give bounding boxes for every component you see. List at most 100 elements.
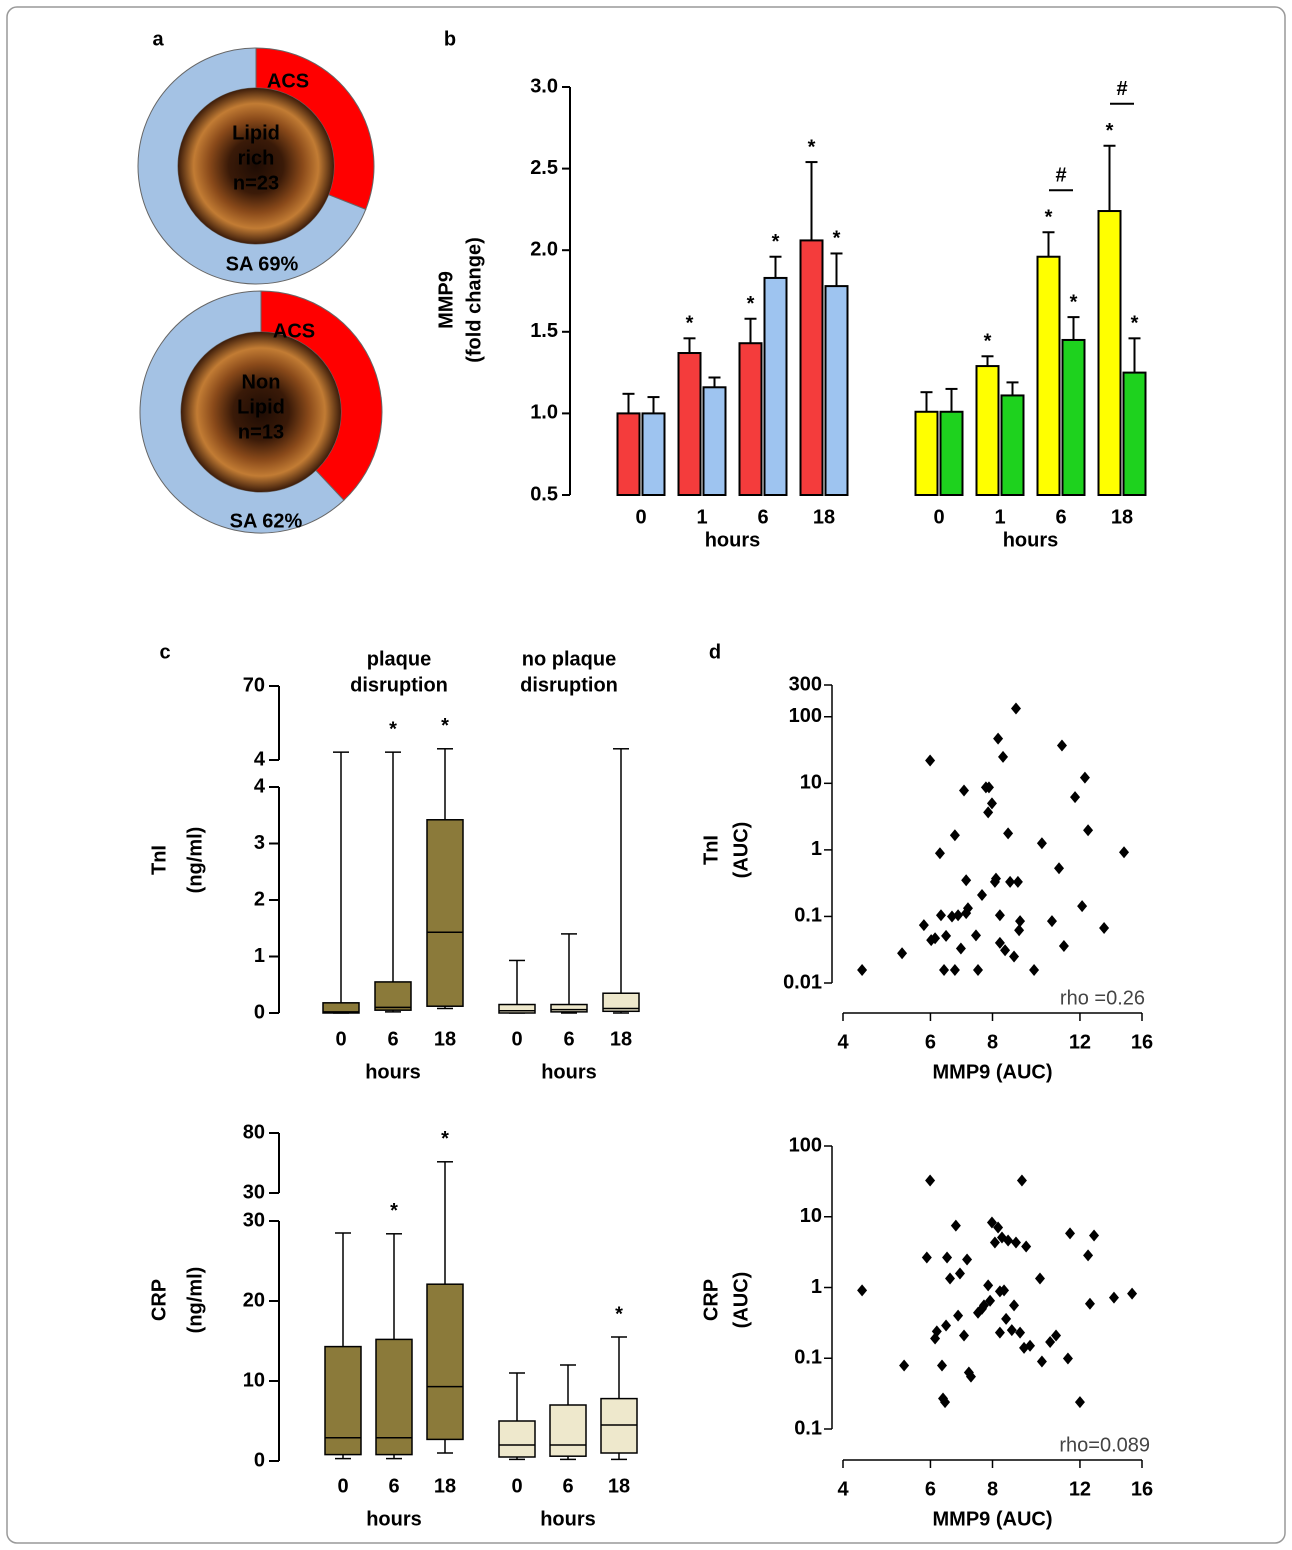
x-tick-label: 1 — [696, 506, 707, 528]
center-label: Lipid — [237, 396, 285, 418]
bar — [765, 278, 787, 495]
bracket-label: # — [1055, 165, 1066, 187]
center-label: Non — [242, 371, 281, 393]
x-tick-label: 6 — [562, 1475, 573, 1497]
bracket-label: # — [1116, 78, 1127, 100]
center-label: n=23 — [233, 172, 279, 194]
group-title: disruption — [520, 674, 618, 696]
x-tick-label: 18 — [608, 1475, 630, 1497]
significance-star: * — [441, 1128, 449, 1150]
bar — [1063, 340, 1085, 495]
bar — [916, 412, 938, 495]
y-tick-label: 2.5 — [530, 157, 558, 179]
y-tick-label: 0.1 — [794, 1347, 822, 1369]
x-axis-label: MMP9 (AUC) — [933, 1508, 1053, 1530]
segment-label: ACS — [273, 320, 315, 342]
x-tick-label: 8 — [987, 1031, 998, 1053]
segment-label: SA 69% — [226, 253, 299, 275]
x-tick-label: 12 — [1069, 1031, 1091, 1053]
significance-star: * — [772, 231, 780, 253]
y-tick-label: 0.5 — [530, 483, 558, 505]
x-tick-label: 1 — [994, 506, 1005, 528]
y-tick-label: 0.1 — [794, 1417, 822, 1439]
box — [551, 1005, 587, 1012]
x-tick-label: 16 — [1131, 1478, 1153, 1500]
x-tick-label: 18 — [610, 1028, 632, 1050]
panel-label: d — [709, 641, 721, 663]
bar — [1124, 373, 1146, 495]
center-label: Lipid — [232, 122, 280, 144]
x-tick-label: 0 — [511, 1028, 522, 1050]
y-axis-label: (ng/ml) — [184, 827, 206, 894]
bar — [941, 412, 963, 495]
x-axis-label: hours — [366, 1508, 422, 1530]
annotation: rho=0.089 — [1059, 1434, 1150, 1456]
y-tick-label: 4 — [254, 748, 266, 770]
segment-label: SA 62% — [230, 510, 303, 532]
bar — [977, 366, 999, 495]
x-tick-label: 0 — [335, 1028, 346, 1050]
y-tick-label: 1 — [254, 945, 265, 967]
x-tick-label: 6 — [388, 1475, 399, 1497]
x-tick-label: 18 — [434, 1028, 456, 1050]
bar — [643, 413, 665, 495]
bar — [679, 353, 701, 495]
y-tick-label: 1 — [811, 1276, 822, 1298]
center-label: rich — [238, 147, 275, 169]
x-tick-label: 6 — [563, 1028, 574, 1050]
x-tick-label: 0 — [337, 1475, 348, 1497]
box — [427, 820, 463, 1006]
box — [427, 1284, 463, 1439]
significance-star: * — [390, 1200, 398, 1222]
center-label: n=13 — [238, 421, 284, 443]
significance-star: * — [1106, 120, 1114, 142]
annotation: rho =0.26 — [1060, 987, 1145, 1009]
y-tick-label: 3.0 — [530, 75, 558, 97]
x-axis-label: hours — [541, 1061, 597, 1083]
significance-star: * — [1131, 313, 1139, 335]
x-tick-label: 8 — [987, 1478, 998, 1500]
bar — [1002, 395, 1024, 495]
segment-label: ACS — [267, 70, 309, 92]
x-axis-label: hours — [540, 1508, 596, 1530]
x-tick-label: 4 — [837, 1478, 849, 1500]
x-tick-label: 12 — [1069, 1478, 1091, 1500]
y-tick-label: 10 — [243, 1369, 265, 1391]
box — [550, 1405, 586, 1456]
panel-label: c — [159, 641, 170, 663]
y-tick-label: 0.1 — [794, 905, 822, 927]
box — [375, 982, 411, 1010]
y-tick-label: 1.0 — [530, 402, 558, 424]
bar — [801, 240, 823, 495]
box — [499, 1421, 535, 1457]
x-tick-label: 0 — [933, 506, 944, 528]
x-tick-label: 6 — [757, 506, 768, 528]
x-tick-label: 16 — [1131, 1031, 1153, 1053]
bar — [740, 343, 762, 495]
significance-star: * — [833, 228, 841, 250]
y-tick-label: 1 — [811, 838, 822, 860]
x-tick-label: 6 — [925, 1031, 936, 1053]
figure: a ACS SA 69% Lipid rich n=23 ACS SA 62% Non Lipid… — [0, 0, 1292, 1550]
box — [601, 1399, 637, 1453]
significance-star: * — [808, 136, 816, 158]
y-tick-label: 10 — [800, 772, 822, 794]
significance-star: * — [441, 715, 449, 737]
y-axis-label: TnI — [700, 835, 722, 865]
y-tick-label: 100 — [789, 705, 822, 727]
y-tick-label: 0 — [254, 1001, 265, 1023]
y-tick-label: 70 — [243, 674, 265, 696]
group-title: plaque — [367, 648, 431, 670]
panel-label: a — [152, 28, 164, 50]
bar — [826, 286, 848, 495]
bar — [1099, 211, 1121, 495]
bar — [1038, 257, 1060, 495]
y-tick-label: 2 — [254, 888, 265, 910]
y-axis-label: CRP — [148, 1279, 170, 1321]
x-tick-label: 6 — [387, 1028, 398, 1050]
significance-star: * — [686, 313, 694, 335]
y-axis-label: TnI — [148, 845, 170, 875]
significance-star: * — [984, 331, 992, 353]
significance-star: * — [747, 293, 755, 315]
y-tick-label: 4 — [254, 775, 266, 797]
